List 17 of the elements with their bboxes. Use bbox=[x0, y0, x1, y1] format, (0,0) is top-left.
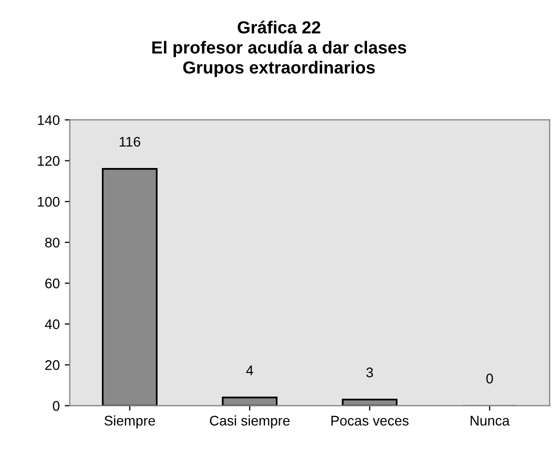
y-tick-label: 0 bbox=[52, 401, 60, 411]
y-tick-label: 80 bbox=[45, 238, 60, 248]
data-label: 4 bbox=[246, 366, 254, 376]
chart-title: Gráfica 22 El profesor acudía a dar clases Grupos extraordinarios bbox=[152, 20, 406, 78]
x-tick-label: Nunca bbox=[470, 416, 510, 426]
x-tick-label: Siempre bbox=[104, 415, 155, 428]
x-tick-label: Pocas veces bbox=[331, 416, 409, 426]
data-label: 116 bbox=[120, 136, 140, 147]
y-tick-label: 120 bbox=[38, 156, 60, 166]
y-tick-label: 100 bbox=[38, 196, 60, 207]
y-tick-label: 140 bbox=[38, 115, 60, 126]
y-tick-label: 40 bbox=[44, 319, 60, 330]
y-tick-label: 60 bbox=[45, 278, 60, 288]
y-tick-label: 20 bbox=[45, 360, 60, 370]
data-label: 3 bbox=[366, 368, 373, 378]
data-label: 0 bbox=[486, 374, 493, 384]
x-tick-label: Casi siempre bbox=[210, 415, 290, 428]
